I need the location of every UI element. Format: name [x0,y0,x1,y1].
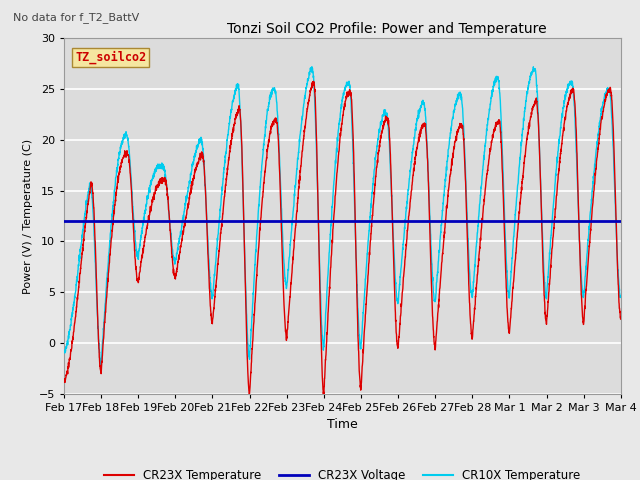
CR23X Temperature [310,78,317,84]
CR10X Temperature [606,93,614,99]
CR23X Voltage [97,218,105,224]
Title: Tonzi Soil CO2 Profile: Power and Temperature: Tonzi Soil CO2 Profile: Power and Temper… [227,22,547,36]
Line: CR23X Temperature: CR23X Temperature [64,81,621,395]
CR10X Temperature [274,113,282,119]
X-axis label: Time: Time [327,418,358,431]
CR10X Temperature [157,162,164,168]
Legend: CR23X Temperature, CR23X Voltage, CR10X Temperature: CR23X Temperature, CR23X Voltage, CR10X … [100,465,585,480]
CR10X Temperature [547,244,554,250]
CR23X Temperature [157,179,164,184]
CR10X Temperature [97,362,105,368]
CR23X Temperature [124,152,131,157]
CR23X Temperature [606,84,614,90]
Y-axis label: Power (V) / Temperature (C): Power (V) / Temperature (C) [23,138,33,294]
Text: No data for f_T2_BattV: No data for f_T2_BattV [13,12,139,23]
CR10X Temperature [60,348,68,353]
Line: CR10X Temperature: CR10X Temperature [64,67,621,365]
CR23X Temperature [547,270,554,276]
CR23X Temperature [298,155,305,160]
CR23X Temperature [617,315,625,321]
CR10X Temperature [298,115,306,121]
CR10X Temperature [617,294,625,300]
CR23X Voltage [60,218,68,224]
CR10X Temperature [308,64,316,70]
CR23X Temperature [60,378,68,384]
Text: TZ_soilco2: TZ_soilco2 [75,51,147,64]
CR10X Temperature [124,137,132,143]
CR23X Temperature [319,392,327,398]
CR23X Temperature [274,126,282,132]
